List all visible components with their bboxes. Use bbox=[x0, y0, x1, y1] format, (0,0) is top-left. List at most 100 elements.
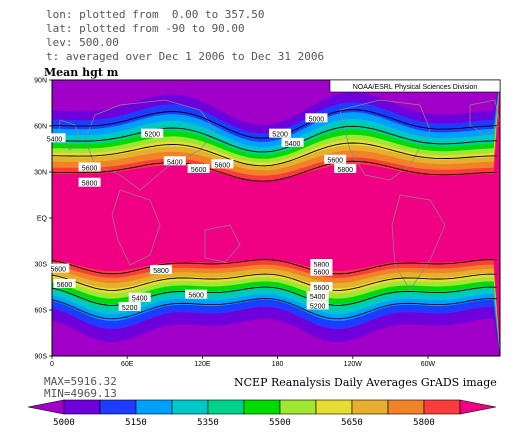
contour-label: 5400 bbox=[306, 291, 329, 301]
x-tick-label: 120E bbox=[194, 361, 211, 368]
y-tick-label: EQ bbox=[37, 216, 48, 223]
stat-min: MIN=4969.13 bbox=[44, 387, 117, 400]
band-south bbox=[52, 318, 500, 356]
contour-line-north-5600 bbox=[52, 142, 497, 167]
colorbar-segment bbox=[315, 399, 353, 415]
svg-text:5600: 5600 bbox=[314, 285, 330, 292]
svg-text:5800: 5800 bbox=[82, 181, 98, 188]
colorbar-segment bbox=[63, 399, 101, 415]
contour-label: 5600 bbox=[47, 263, 70, 274]
y-tick-label: 30N bbox=[34, 170, 47, 177]
contour-label: 5400 bbox=[281, 137, 304, 148]
colorbar-segment bbox=[171, 399, 209, 415]
contour-line-north-5400 bbox=[52, 125, 497, 153]
contour-label: 5600 bbox=[185, 289, 208, 300]
colorbar-segment bbox=[423, 399, 461, 415]
y-tick-label: 60S bbox=[35, 308, 48, 315]
svg-text:5400: 5400 bbox=[47, 136, 63, 143]
contour-line-north-5800 bbox=[52, 160, 497, 182]
chart-title: Mean hgt m bbox=[44, 66, 119, 79]
svg-text:5200: 5200 bbox=[144, 132, 160, 139]
contour-label: 5800 bbox=[334, 163, 357, 174]
svg-text:5600: 5600 bbox=[57, 282, 73, 289]
x-tick-label: 120W bbox=[344, 361, 363, 368]
svg-text:5600: 5600 bbox=[82, 165, 98, 172]
contour-label: 5400 bbox=[163, 156, 186, 166]
contour-label: 5600 bbox=[78, 162, 101, 172]
contour-label: 5600 bbox=[53, 278, 76, 289]
colorbar-label: 5800 bbox=[413, 418, 435, 428]
contour-label: 5200 bbox=[306, 300, 329, 310]
contour-label: 5400 bbox=[43, 133, 66, 143]
contour-label: 5800 bbox=[150, 265, 173, 275]
x-tick-label: 0 bbox=[50, 361, 54, 368]
colorbar-label: 5150 bbox=[125, 418, 147, 428]
y-tick-label: 90N bbox=[34, 78, 47, 85]
contour-label: 5600 bbox=[211, 159, 234, 169]
colorbar: 5000 5150 5350 5500 5650 5800 bbox=[27, 399, 497, 428]
svg-text:5200: 5200 bbox=[272, 132, 288, 139]
continent-outlines bbox=[57, 99, 500, 291]
svg-text:5800: 5800 bbox=[337, 167, 353, 174]
svg-text:5400: 5400 bbox=[167, 159, 183, 166]
svg-text:5600: 5600 bbox=[215, 162, 231, 169]
svg-text:5600: 5600 bbox=[50, 267, 66, 274]
header-lat-line: lat: plotted from -90 to 90.00 bbox=[46, 22, 245, 35]
svg-text:5800: 5800 bbox=[314, 262, 330, 269]
contour-label: 5600 bbox=[310, 282, 333, 292]
colorbar-segment bbox=[243, 399, 281, 415]
contour-label: 5200 bbox=[269, 128, 292, 139]
svg-text:5600: 5600 bbox=[314, 270, 330, 277]
contour-line-south-5200 bbox=[52, 298, 497, 320]
colorbar-segment bbox=[279, 399, 317, 415]
source-label-box: NOAA/ESRL Physical Sciences Division bbox=[329, 79, 501, 93]
contour-label: 5600 bbox=[324, 154, 347, 165]
color-bands bbox=[52, 80, 500, 356]
colorbar-segment bbox=[387, 399, 425, 415]
colorbar-segment bbox=[99, 399, 137, 415]
contour-line-south-5800 bbox=[52, 259, 497, 275]
header-lev-line: lev: 500.00 bbox=[46, 36, 119, 49]
svg-text:5000: 5000 bbox=[309, 116, 325, 123]
credit-line: NCEP Reanalysis Daily Averages GrADS ima… bbox=[234, 376, 497, 389]
contour-label: 5600 bbox=[187, 163, 210, 174]
y-axis-ticks: 90N 60N 30N EQ 30S 60S 90S bbox=[34, 78, 52, 361]
svg-text:5600: 5600 bbox=[188, 293, 204, 300]
y-tick-label: 60N bbox=[34, 124, 47, 131]
colorbar-segment bbox=[27, 399, 65, 415]
colorbar-segment bbox=[135, 399, 173, 415]
svg-text:5200: 5200 bbox=[122, 305, 138, 312]
x-tick-label: 60W bbox=[421, 361, 436, 368]
colorbar-segment bbox=[459, 399, 497, 415]
svg-text:5400: 5400 bbox=[310, 294, 326, 301]
colorbar-segment bbox=[351, 399, 389, 415]
x-tick-label: 60E bbox=[121, 361, 134, 368]
svg-text:5800: 5800 bbox=[153, 268, 169, 275]
y-tick-label: 30S bbox=[35, 262, 48, 269]
svg-text:5200: 5200 bbox=[310, 303, 326, 310]
contour-label: 5600 bbox=[310, 266, 333, 277]
stat-max: MAX=5916.32 bbox=[44, 375, 117, 388]
contour-label: 5200 bbox=[118, 301, 141, 312]
x-tick-label: 180 bbox=[272, 361, 284, 368]
x-axis-ticks: 0 60E 120E 180 120W 60W bbox=[50, 356, 436, 368]
svg-text:5400: 5400 bbox=[285, 141, 301, 148]
colorbar-label: 5500 bbox=[269, 418, 291, 428]
svg-text:5600: 5600 bbox=[327, 158, 343, 165]
y-tick-label: 90S bbox=[35, 354, 48, 361]
colorbar-label: 5650 bbox=[341, 418, 363, 428]
contour-label: 5000 bbox=[305, 113, 328, 123]
contour-label: 5800 bbox=[78, 177, 101, 188]
header-lon-line: lon: plotted from 0.00 to 357.50 bbox=[46, 8, 265, 21]
svg-text:5400: 5400 bbox=[132, 296, 148, 303]
contour-label: 5800 bbox=[310, 259, 333, 269]
contour-line-south-5600 bbox=[52, 273, 497, 291]
source-label-text: NOAA/ESRL Physical Sciences Division bbox=[353, 84, 478, 91]
contour-label: 5400 bbox=[128, 292, 151, 303]
colorbar-label: 5000 bbox=[53, 418, 75, 428]
svg-text:5600: 5600 bbox=[191, 167, 207, 174]
header-time-line: t: averaged over Dec 1 2006 to Dec 31 20… bbox=[46, 50, 325, 63]
colorbar-segment bbox=[207, 399, 245, 415]
